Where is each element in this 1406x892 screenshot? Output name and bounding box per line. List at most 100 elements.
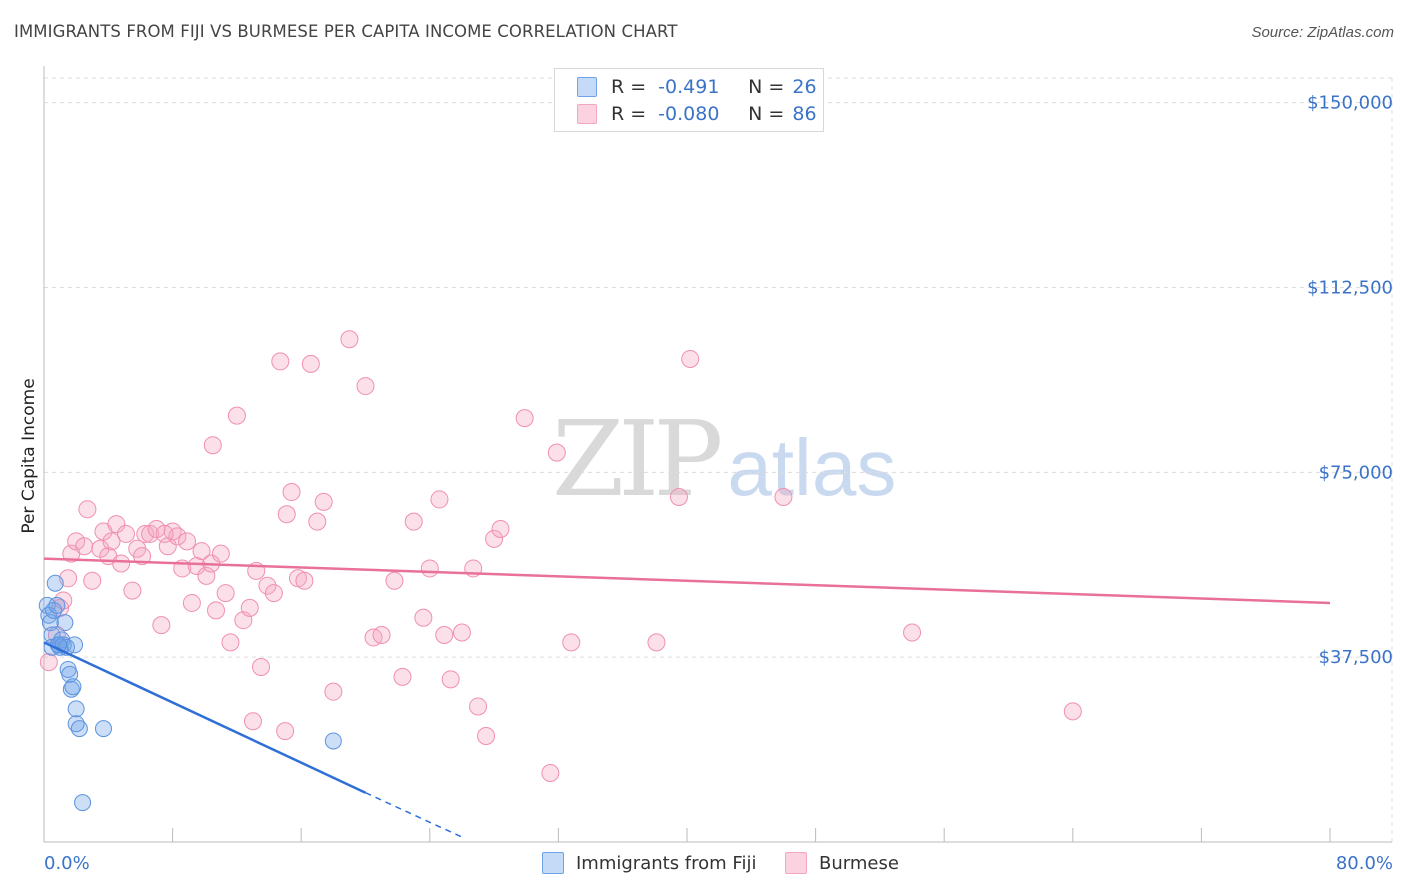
axes [43, 66, 1392, 843]
y-tick-label: $75,000 [1319, 462, 1393, 483]
point-burmese [669, 487, 688, 506]
legend-item-fiji[interactable]: Immigrants from Fiji [542, 852, 756, 874]
legend-row-fiji: R = -0.491 N = 26 [577, 75, 817, 99]
point-burmese [295, 571, 314, 590]
grid-lines [44, 77, 1393, 842]
trend-lines [43, 557, 1331, 838]
point-burmese [216, 584, 235, 603]
point-burmese [102, 532, 121, 551]
point-burmese [681, 349, 700, 368]
point-burmese [152, 616, 171, 635]
point-burmese [155, 524, 174, 543]
point-burmese [414, 608, 433, 627]
y-tick-label: $112,500 [1307, 277, 1393, 298]
point-burmese [308, 512, 327, 531]
point-burmese [477, 727, 496, 746]
y-tick-label: $150,000 [1307, 93, 1393, 114]
point-fiji [70, 720, 88, 738]
point-burmese [393, 667, 412, 686]
point-burmese [420, 559, 439, 578]
point-burmese [515, 409, 534, 428]
point-fiji [94, 720, 112, 738]
point-burmese [252, 658, 271, 677]
correlation-legend: R = -0.491 N = 26 R = -0.080 N = 86 [554, 68, 824, 132]
point-burmese [314, 492, 333, 511]
point-burmese [340, 330, 359, 349]
point-burmese [211, 544, 230, 563]
point-fiji [48, 596, 66, 614]
point-burmese [78, 500, 97, 519]
point-burmese [107, 515, 126, 534]
point-burmese [136, 524, 155, 543]
point-fiji [74, 794, 92, 812]
point-burmese [541, 763, 560, 782]
tick-labels: $37,500 $75,000 $112,500 $150,000 0.0% 80.0% [44, 93, 1393, 874]
trend-line-fiji-extension [365, 792, 463, 838]
point-burmese [441, 670, 460, 689]
chart-source: Source: ZipAtlas.com [1251, 24, 1394, 41]
point-burmese [264, 584, 283, 603]
point-burmese [192, 542, 211, 561]
series-legend: Immigrants from Fiji Burmese [0, 852, 1406, 878]
point-fiji [43, 626, 61, 644]
y-axis-label: Per Capita Income [19, 378, 39, 533]
legend-n-label: N = [748, 103, 785, 125]
point-burmese [469, 697, 488, 716]
point-fiji [56, 614, 74, 632]
point-burmese [271, 352, 290, 371]
watermark-atlas: atlas [727, 423, 897, 512]
y-tick-label: $37,500 [1319, 647, 1393, 668]
point-fiji [67, 715, 85, 733]
legend-r-label: R = [611, 103, 647, 125]
point-burmese [75, 537, 94, 556]
point-burmese [83, 571, 102, 590]
x-tick-label: 0.0% [44, 853, 90, 874]
legend-swatch-fiji [577, 77, 597, 97]
point-burmese [485, 529, 504, 548]
x-tick-label: 80.0% [1336, 853, 1393, 874]
series-fiji-points [38, 574, 342, 812]
point-burmese [187, 556, 206, 575]
watermark: ZIP atlas [552, 398, 896, 520]
point-burmese [276, 722, 295, 741]
trend-line-burmese [43, 557, 1331, 605]
point-burmese [282, 483, 301, 502]
series-burmese-points [39, 330, 1082, 782]
legend-row-burmese: R = -0.080 N = 86 [577, 102, 817, 126]
point-burmese [123, 581, 142, 600]
point-burmese [562, 633, 581, 652]
legend-n-value-burmese: 86 [792, 103, 817, 125]
point-burmese [647, 633, 666, 652]
point-burmese [452, 623, 471, 642]
point-fiji [64, 678, 82, 696]
point-burmese [1063, 702, 1082, 721]
point-burmese [243, 712, 262, 731]
point-fiji [324, 732, 342, 750]
point-burmese [203, 436, 222, 455]
legend-swatch-burmese [785, 852, 807, 874]
legend-label-fiji: Immigrants from Fiji [576, 852, 757, 874]
trend-line-fiji [43, 641, 367, 794]
point-burmese [277, 505, 296, 524]
point-fiji [66, 636, 84, 654]
point-burmese [301, 354, 320, 373]
point-burmese [404, 512, 423, 531]
point-burmese [207, 601, 226, 620]
point-burmese [133, 547, 152, 566]
point-fiji [45, 601, 63, 619]
legend-label-burmese: Burmese [819, 852, 899, 874]
point-burmese [240, 598, 259, 617]
point-burmese [435, 625, 454, 644]
point-burmese [178, 532, 197, 551]
legend-item-burmese[interactable]: Burmese [785, 852, 899, 874]
point-burmese [39, 653, 58, 672]
point-fiji [46, 574, 64, 592]
point-burmese [430, 490, 449, 509]
point-burmese [258, 576, 277, 595]
watermark-zip: ZIP [552, 398, 723, 520]
point-burmese [59, 569, 78, 588]
point-burmese [227, 406, 246, 425]
point-burmese [774, 487, 793, 506]
legend-n-value-fiji: 26 [792, 76, 817, 98]
